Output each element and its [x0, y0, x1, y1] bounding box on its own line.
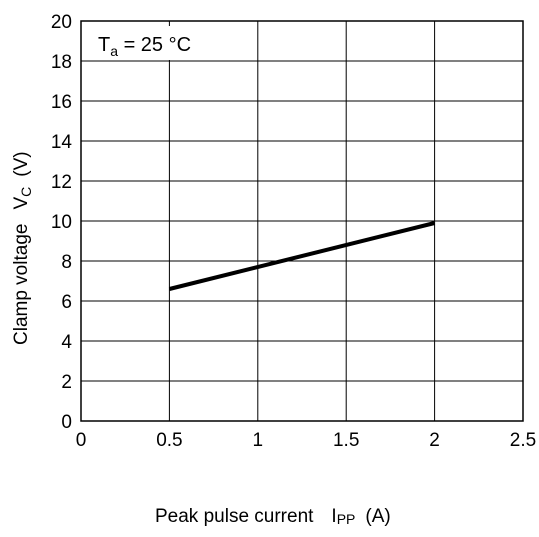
- y-tick-label: 8: [61, 252, 72, 273]
- temperature-annotation: Ta = 25 °C: [98, 34, 191, 59]
- y-tick-label: 10: [51, 212, 72, 233]
- x-tick-label: 1.5: [333, 430, 359, 451]
- x-tick-label: 1: [253, 430, 264, 451]
- series-layer: [168, 221, 436, 291]
- y-tick-label: 18: [51, 52, 72, 73]
- x-tick-labels: 0 0.5 1 1.5 2 2.5: [76, 430, 537, 451]
- y-axis-title: Clamp voltageVC(V): [11, 151, 34, 345]
- annotation-background: [88, 26, 216, 60]
- clamp-voltage-line: [168, 221, 436, 291]
- y-tick-label: 4: [61, 332, 72, 353]
- y-tick-label: 20: [51, 12, 72, 33]
- grid: [81, 21, 523, 421]
- y-tick-label: 16: [51, 92, 72, 113]
- x-tick-label: 2.5: [510, 430, 536, 451]
- y-tick-label: 0: [61, 412, 72, 433]
- y-tick-label: 2: [61, 372, 72, 393]
- y-tick-label: 14: [51, 132, 73, 153]
- x-axis-title: Peak pulse current IPP (A): [155, 506, 391, 527]
- y-tick-labels: 0 2 4 6 8 10 12 14 16 18 20: [51, 12, 73, 433]
- y-tick-label: 6: [61, 292, 72, 313]
- x-tick-label: 0: [76, 430, 87, 451]
- x-tick-label: 0.5: [156, 430, 182, 451]
- x-tick-label: 2: [429, 430, 440, 451]
- plot-area-frame: [80, 20, 524, 422]
- y-tick-label: 12: [51, 172, 72, 193]
